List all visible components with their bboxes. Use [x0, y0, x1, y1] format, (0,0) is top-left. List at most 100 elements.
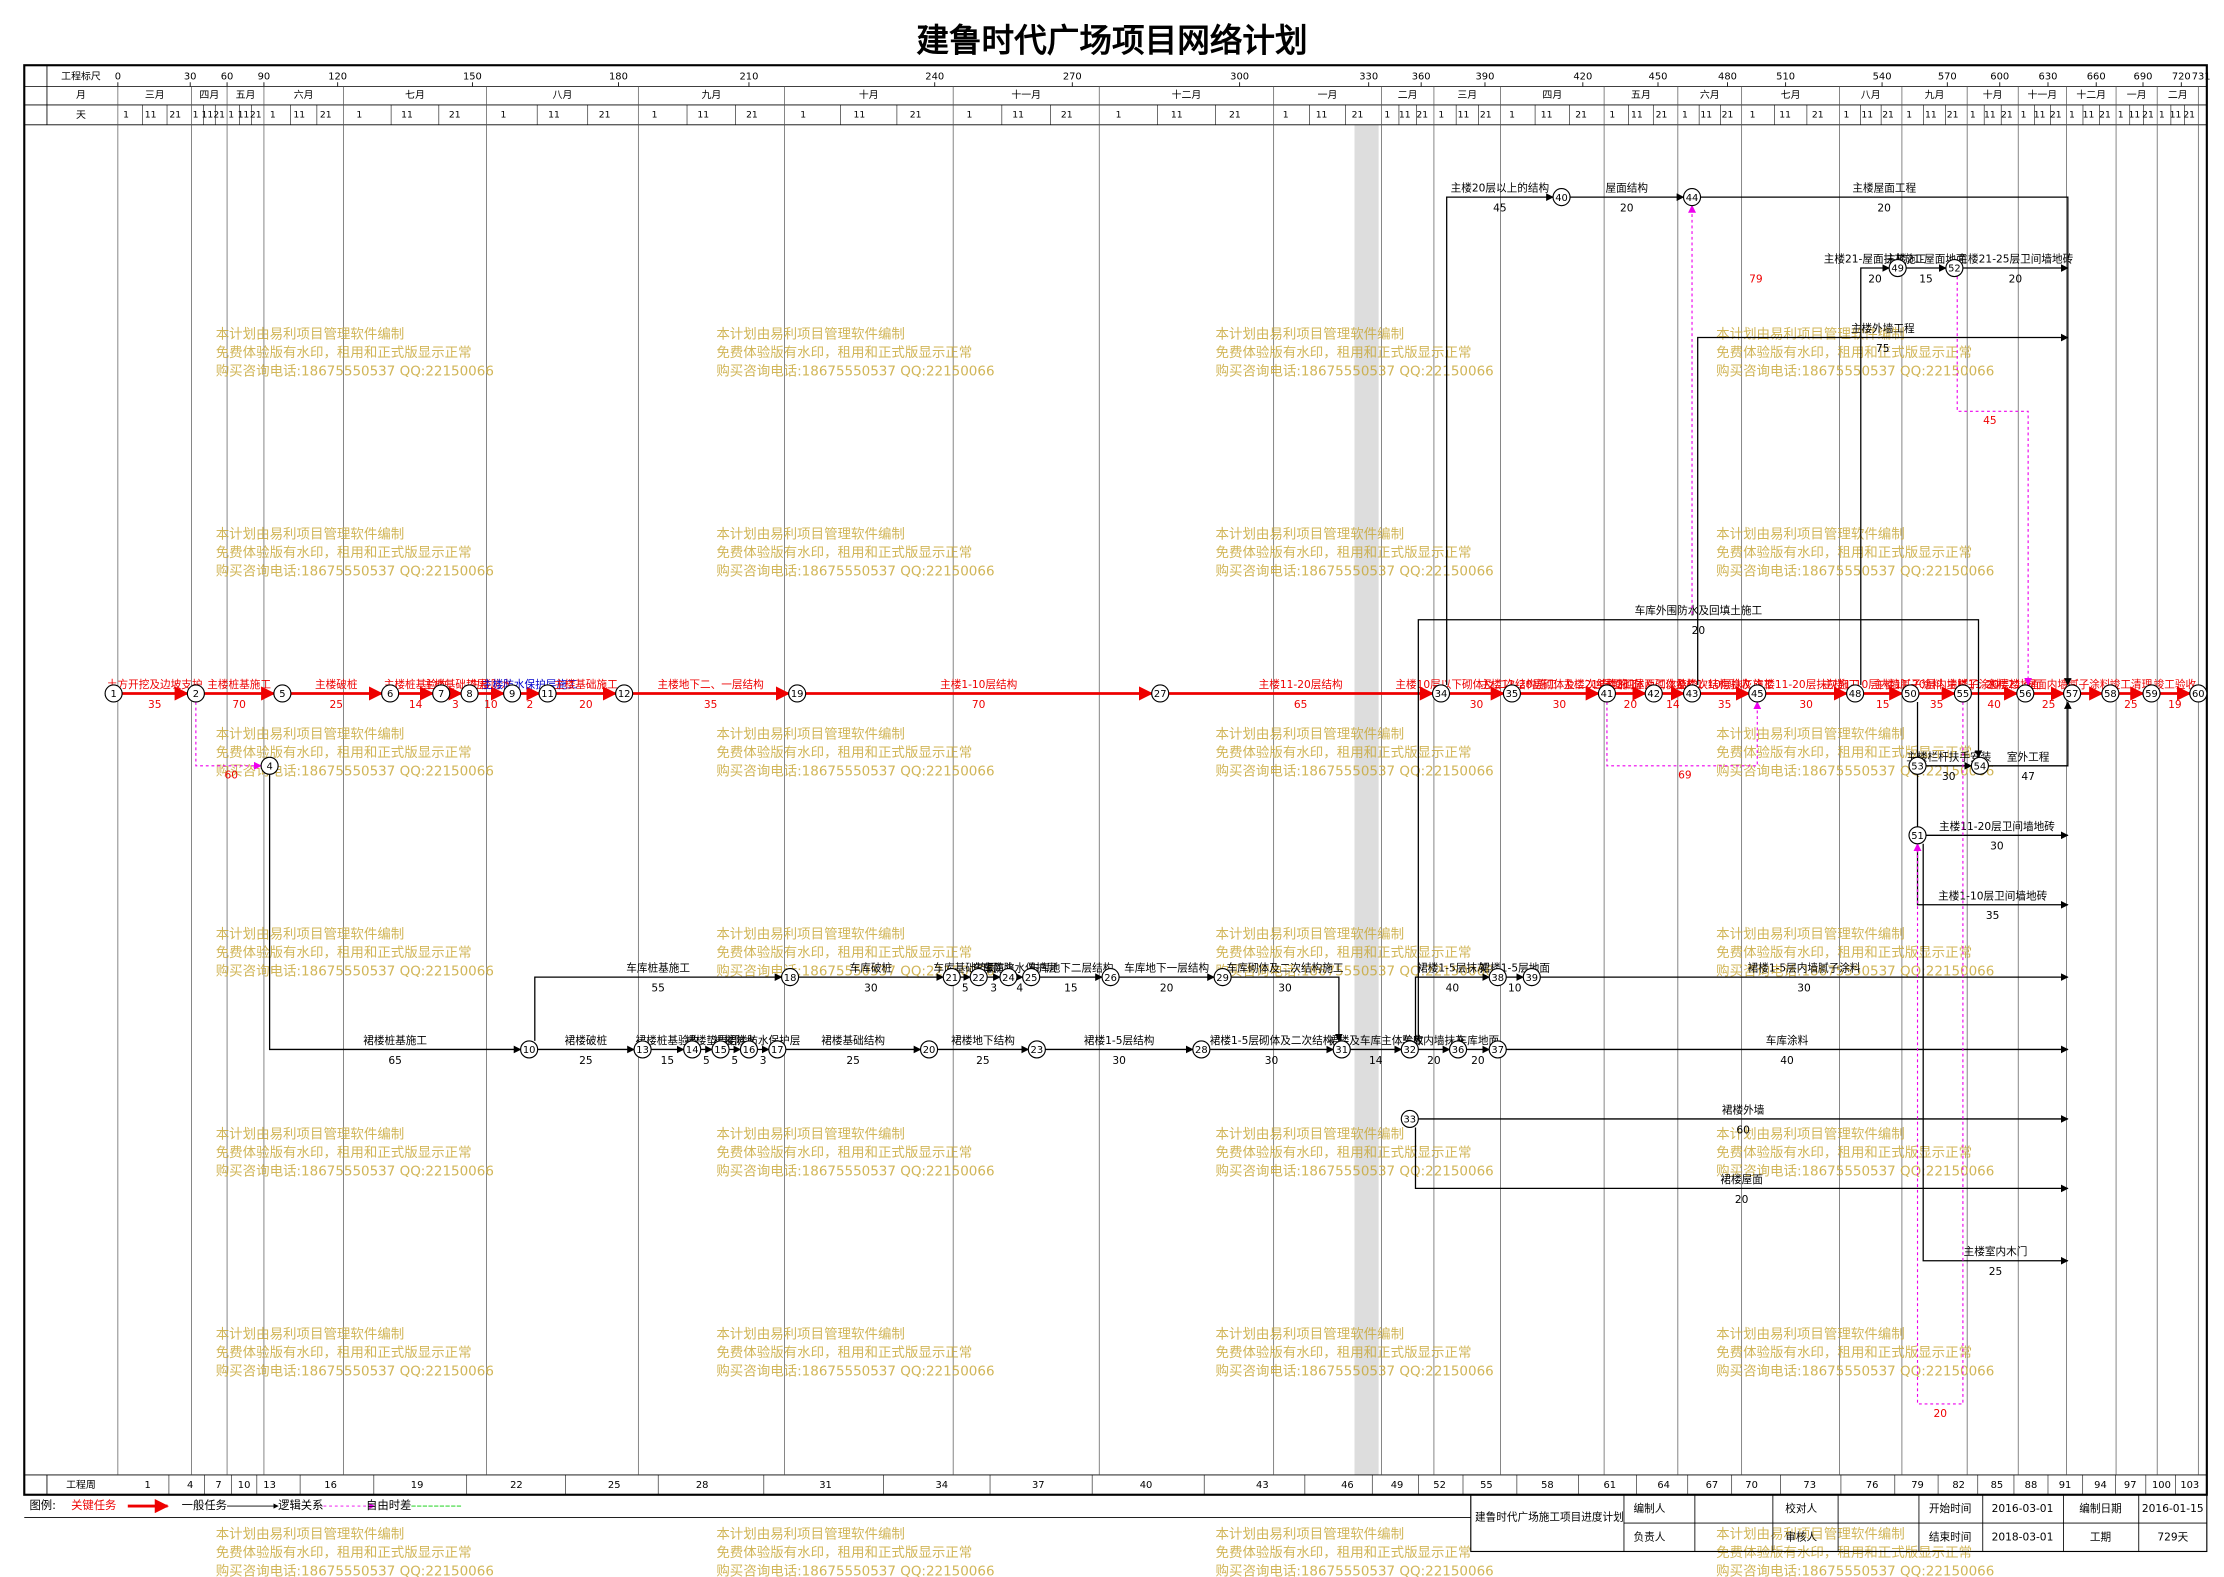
month-label: 六月 — [1700, 89, 1720, 101]
normal-task — [1231, 976, 1343, 1042]
task-duration: 15 — [1876, 698, 1890, 711]
task-name: 裙楼及车库主体验收 — [1328, 1034, 1424, 1047]
day-label: 21 — [250, 109, 262, 120]
task-name: 主楼桩基施工 — [207, 678, 271, 691]
watermark: 购买咨询电话:18675550537 QQ:22150066 — [716, 364, 994, 380]
node-label: 12 — [618, 689, 631, 700]
scale-tick-label: 270 — [1063, 72, 1082, 83]
node — [520, 1040, 539, 1059]
scale-tick-label: 90 — [258, 72, 271, 83]
watermark: 本计划由易利项目管理软件编制 — [716, 527, 905, 543]
task-duration: 5 — [703, 1054, 710, 1067]
task-duration: 25 — [2042, 698, 2056, 711]
free-float — [1956, 276, 2033, 686]
week-label: 40 — [1140, 1480, 1153, 1491]
node — [1908, 756, 1927, 775]
week-label: 55 — [1480, 1480, 1493, 1491]
node — [1970, 756, 1989, 775]
day-label: 11 — [1631, 109, 1643, 120]
watermark: 本计划由易利项目管理软件编制 — [1716, 927, 1905, 943]
task-name: 车库地下一层结构 — [1124, 962, 1209, 975]
day-label: 11 — [238, 109, 250, 120]
node-label: 58 — [2104, 689, 2117, 700]
task-name: 裙楼1-5层砌体及二次结构 — [1210, 1034, 1334, 1047]
task-name: 裙楼桩基验收 — [636, 1034, 700, 1047]
task-name: 竣工验收 — [2154, 678, 2197, 691]
node — [1901, 684, 1920, 703]
normal-task — [1700, 196, 2072, 686]
normal-task — [268, 774, 522, 1054]
node — [1953, 684, 1972, 703]
task-name: 裙楼1-5层内墙腻子涂料 — [1748, 962, 1861, 975]
watermark: 本计划由易利项目管理软件编制 — [1216, 1326, 1405, 1342]
node-label: 22 — [972, 973, 985, 984]
watermark: 本计划由易利项目管理软件编制 — [1216, 327, 1405, 343]
month-label: 六月 — [294, 89, 314, 101]
watermark: 购买咨询电话:18675550537 QQ:22150066 — [216, 963, 494, 979]
week-label: 34 — [936, 1480, 949, 1491]
info-cell: 负责人 — [1634, 1530, 1666, 1543]
task-duration: 5 — [962, 981, 969, 994]
task-duration: 14 — [1369, 1054, 1383, 1067]
day-label: 11 — [293, 109, 305, 120]
week-label: 工程周 — [66, 1479, 96, 1491]
node-label: 53 — [1911, 762, 1924, 773]
node — [615, 684, 634, 703]
node-label: 25 — [1025, 973, 1038, 984]
free-float-label: 45 — [1983, 414, 1997, 427]
week-label: 19 — [411, 1480, 424, 1491]
month-label: 十月 — [1983, 88, 2003, 101]
task-name: 主楼11-20层卫间墙地砖 — [1939, 820, 2055, 833]
week-label: 4 — [187, 1480, 193, 1491]
watermark: 本计划由易利项目管理软件编制 — [716, 927, 905, 943]
title: 建鲁时代广场项目网络计划 — [916, 21, 1307, 60]
node — [942, 968, 961, 987]
watermark: 本计划由易利项目管理软件编制 — [216, 1526, 405, 1542]
node-label: 29 — [1216, 973, 1229, 984]
day-label: 11 — [1984, 109, 1996, 120]
day-label: 1 — [228, 109, 234, 120]
holiday-band — [1354, 124, 1379, 1475]
day-label: 1 — [2118, 109, 2124, 120]
watermark: 免费体验版有水印，租用和正式版显示正常 — [1216, 1345, 1472, 1361]
free-float — [195, 701, 262, 770]
day-label: 21 — [2050, 109, 2062, 120]
watermark: 本计划由易利项目管理软件编制 — [216, 927, 405, 943]
free-float-label: 79 — [1749, 272, 1763, 285]
node — [683, 1040, 702, 1059]
day-label: 21 — [1947, 109, 1959, 120]
watermark: 购买咨询电话:18675550537 QQ:22150066 — [216, 1163, 494, 1179]
task-duration: 20 — [2009, 272, 2023, 285]
watermark: 免费体验版有水印，租用和正式版显示正常 — [1216, 545, 1472, 561]
node — [1682, 684, 1702, 703]
node — [2142, 684, 2161, 703]
info-cell: 2016-03-01 — [1992, 1502, 2054, 1515]
month-label: 五月 — [1631, 89, 1651, 101]
task-duration: 2 — [526, 698, 533, 711]
task-name: 车库地下二层结构 — [1028, 962, 1113, 975]
day-label: 21 — [1061, 109, 1073, 120]
node-label: 56 — [2019, 689, 2032, 700]
day-label: 11 — [2034, 109, 2046, 120]
node-label: 33 — [1404, 1115, 1417, 1126]
day-label: 1 — [1384, 109, 1390, 120]
task-duration: 70 — [232, 698, 246, 711]
scale-tick-label: 300 — [1230, 72, 1249, 83]
task-name: 竣工清理 — [2110, 678, 2153, 691]
watermark: 购买咨询电话:18675550537 QQ:22150066 — [1216, 564, 1494, 580]
node-label: 1 — [110, 689, 116, 700]
watermark: 购买咨询电话:18675550537 QQ:22150066 — [216, 763, 494, 779]
node-label: 52 — [1948, 264, 1961, 275]
week-label: 91 — [2059, 1480, 2072, 1491]
day-label: 21 — [2099, 109, 2111, 120]
node — [1192, 1040, 1211, 1059]
task-name: 裙楼地下结构 — [951, 1034, 1015, 1047]
task-name: 车库破桩 — [850, 962, 893, 975]
watermark: 本计划由易利项目管理软件编制 — [1716, 1127, 1905, 1143]
node-label: 2 — [193, 689, 199, 700]
node-label: 18 — [784, 973, 797, 984]
task-name: 裙楼外墙 — [1722, 1103, 1765, 1116]
node — [1101, 968, 1120, 987]
node-label: 11 — [541, 689, 554, 700]
legend-label: 一般任务 — [182, 1498, 227, 1512]
